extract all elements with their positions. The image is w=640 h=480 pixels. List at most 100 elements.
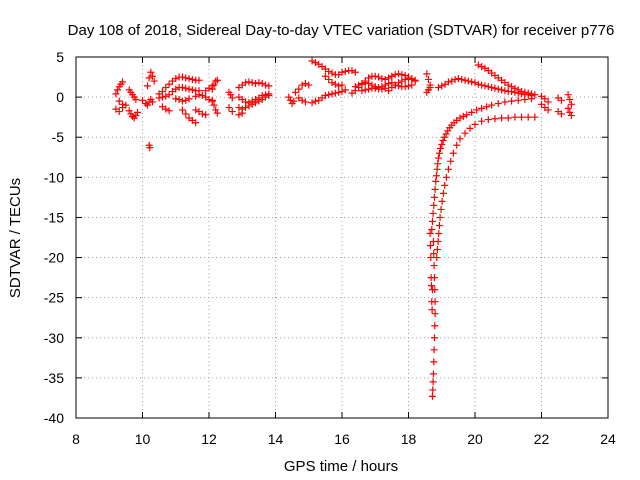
data-point (298, 96, 306, 104)
data-point (148, 72, 156, 80)
data-point (431, 185, 439, 193)
data-point (378, 85, 386, 93)
data-point (311, 97, 319, 105)
data-point (426, 83, 434, 91)
data-point (155, 94, 163, 102)
data-point (438, 82, 446, 90)
data-point (291, 88, 299, 96)
data-point (518, 87, 526, 95)
data-point (447, 157, 455, 165)
data-point (430, 262, 438, 270)
data-point (338, 81, 346, 89)
tick-labels: 8 10 12 14 16 18 20 22 24 5 0 -5 -10 -15 -20 -25 -30 -35 -… (44, 49, 616, 447)
data-point (235, 104, 243, 112)
data-point (311, 59, 319, 67)
data-point (430, 193, 438, 201)
data-point (172, 95, 180, 103)
data-point (474, 80, 482, 88)
chart-title: Day 108 of 2018, Sidereal Day-to-day VTE… (68, 22, 615, 39)
x-tick-label: 16 (334, 431, 350, 447)
data-point (139, 96, 146, 104)
data-point (192, 119, 200, 127)
data-point (431, 322, 439, 330)
data-point (464, 77, 472, 85)
data-point (557, 96, 565, 104)
data-point (461, 76, 469, 84)
data-point (331, 89, 339, 97)
data-markers (112, 57, 575, 400)
data-point (504, 81, 512, 89)
data-point (466, 124, 474, 132)
data-point (262, 81, 270, 89)
data-point (442, 173, 450, 181)
data-point (195, 76, 203, 84)
data-point (245, 102, 253, 110)
data-point (182, 84, 190, 92)
data-point (424, 75, 432, 83)
data-point (567, 112, 575, 120)
data-point (265, 82, 273, 90)
data-point (335, 88, 343, 96)
data-point (331, 80, 339, 88)
data-point (150, 77, 158, 85)
data-point (395, 70, 403, 78)
data-point (348, 67, 356, 75)
plot-frame (75, 56, 609, 419)
data-point (148, 98, 156, 106)
data-point (192, 106, 200, 114)
data-point (248, 79, 256, 87)
data-point (463, 111, 471, 119)
data-point (483, 103, 491, 111)
y-tick-label: -25 (44, 290, 64, 306)
data-point (228, 108, 236, 116)
data-point (182, 96, 190, 104)
data-point (431, 286, 439, 294)
data-point (429, 378, 437, 386)
data-point (521, 88, 529, 96)
data-point (258, 79, 266, 87)
data-point (338, 87, 346, 95)
data-point (225, 104, 233, 112)
data-point (461, 129, 469, 137)
data-point (119, 100, 127, 108)
data-point (566, 108, 574, 116)
data-point (471, 120, 479, 128)
data-point (488, 101, 496, 109)
data-point (162, 83, 170, 91)
data-point (328, 69, 336, 77)
data-point (308, 57, 316, 65)
data-point (432, 172, 440, 180)
data-point (208, 85, 216, 93)
data-point (438, 140, 446, 148)
data-point (511, 113, 519, 121)
data-point (481, 82, 489, 90)
data-point (430, 346, 438, 354)
data-point (448, 77, 456, 85)
data-point (238, 109, 246, 117)
data-point (401, 83, 409, 91)
data-point (178, 106, 186, 114)
data-point (145, 74, 153, 82)
data-point (321, 92, 329, 100)
data-point (178, 97, 186, 105)
data-point (459, 112, 467, 120)
data-point (429, 386, 437, 394)
data-point (134, 108, 142, 116)
data-point (285, 93, 293, 101)
data-point (365, 85, 373, 93)
data-point (429, 238, 437, 246)
data-point (205, 96, 213, 104)
data-point (427, 254, 435, 262)
y-tick-label: 5 (56, 49, 64, 65)
data-point (308, 99, 316, 107)
data-point (129, 112, 137, 120)
data-point (451, 75, 459, 83)
data-point (437, 205, 445, 213)
data-point (436, 213, 444, 221)
data-point (432, 177, 440, 185)
x-tick-label: 22 (534, 431, 550, 447)
data-point (433, 254, 441, 262)
data-point (335, 82, 343, 90)
data-point (158, 93, 166, 101)
x-tick-label: 14 (268, 431, 284, 447)
